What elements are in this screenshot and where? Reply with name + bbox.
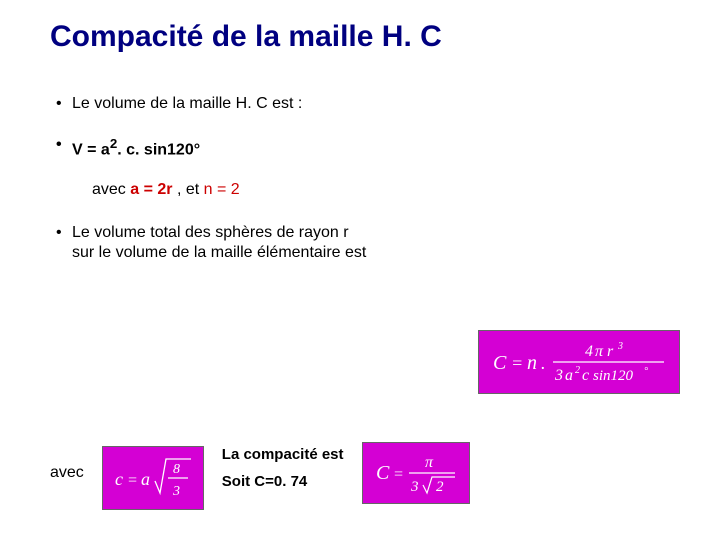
bullet-volume-spheres: • Le volume total des sphères de rayon r… (50, 223, 372, 263)
formula-compacity-svg: C = n . 4 π r 3 3 a 2 c sin120 ° (489, 337, 669, 387)
avec-n-eq: n = 2 (204, 181, 240, 198)
avec-conditions: avec a = 2r , et n = 2 (92, 181, 670, 199)
right-column: La compacité est Soit C=0. 74 (222, 446, 344, 490)
formula-box-final: C = π 3 2 (362, 442, 470, 504)
svg-text:=: = (511, 353, 523, 373)
svg-text:a: a (565, 367, 573, 384)
formula-c-eq-a-svg: c = a 8 3 (113, 453, 193, 503)
formula-v-lead: V = a (72, 141, 110, 158)
bullet-text: Le volume de la maille H. C est : (72, 95, 302, 112)
bullet-text: Le volume total des sphères de rayon r s… (72, 224, 366, 261)
svg-text:=: = (127, 472, 138, 489)
svg-text:π r: π r (595, 343, 614, 360)
bullet-volume-formula: • V = a2. c. sin120° (50, 136, 670, 159)
svg-text:c: c (582, 367, 589, 384)
bullet-dot-icon: • (56, 223, 62, 243)
svg-text:n: n (527, 352, 537, 374)
result-label: Soit C=0. 74 (222, 473, 344, 490)
page-title: Compacité de la maille H. C (50, 20, 670, 54)
svg-text:π: π (425, 454, 434, 471)
bullet-dot-icon: • (56, 94, 62, 114)
svg-text:c: c (115, 469, 123, 489)
avec-label-bottom: avec (50, 464, 84, 482)
slide: Compacité de la maille H. C • Le volume … (0, 0, 720, 540)
svg-text:°: ° (644, 366, 648, 377)
formula-box-c-eq-a: c = a 8 3 (102, 446, 204, 510)
svg-text:2: 2 (575, 365, 580, 376)
formula-final-svg: C = π 3 2 (373, 449, 459, 497)
svg-text:3: 3 (410, 479, 419, 495)
compacity-label: La compacité est (222, 446, 344, 463)
svg-text:sin120: sin120 (593, 368, 634, 384)
bullet-volume-intro: • Le volume de la maille H. C est : (50, 94, 392, 114)
svg-text:.: . (541, 353, 546, 373)
svg-text:3: 3 (617, 341, 623, 352)
formula-v-tail: . c. sin120° (117, 141, 200, 158)
bullet-dot-icon: • (56, 136, 62, 154)
avec-label: avec (92, 181, 130, 198)
avec-a-eq: a = 2r (130, 181, 177, 198)
avec-et: , et (177, 181, 204, 198)
svg-text:3: 3 (172, 484, 180, 499)
formula-box-compacity: C = n . 4 π r 3 3 a 2 c sin120 ° (478, 330, 680, 394)
svg-text:=: = (393, 466, 404, 483)
svg-text:C: C (493, 352, 507, 374)
svg-text:a: a (141, 469, 150, 489)
svg-text:3: 3 (554, 367, 563, 384)
bottom-row: avec c = a 8 3 La compacité est Soit C=0… (50, 446, 690, 510)
svg-text:8: 8 (173, 462, 180, 477)
svg-text:C: C (376, 462, 390, 484)
svg-text:2: 2 (436, 479, 444, 495)
svg-text:4: 4 (585, 343, 593, 360)
